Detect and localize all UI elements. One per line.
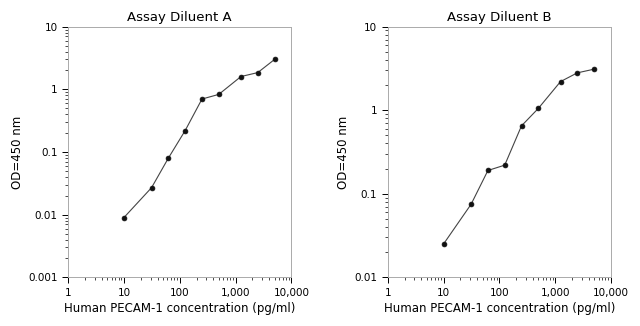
X-axis label: Human PECAM-1 concentration (pg/ml): Human PECAM-1 concentration (pg/ml) <box>64 302 296 315</box>
Y-axis label: OD=450 nm: OD=450 nm <box>337 115 350 189</box>
Title: Assay Diluent A: Assay Diluent A <box>127 11 232 24</box>
Title: Assay Diluent B: Assay Diluent B <box>447 11 552 24</box>
Y-axis label: OD=450 nm: OD=450 nm <box>11 115 24 189</box>
X-axis label: Human PECAM-1 concentration (pg/ml): Human PECAM-1 concentration (pg/ml) <box>383 302 615 315</box>
